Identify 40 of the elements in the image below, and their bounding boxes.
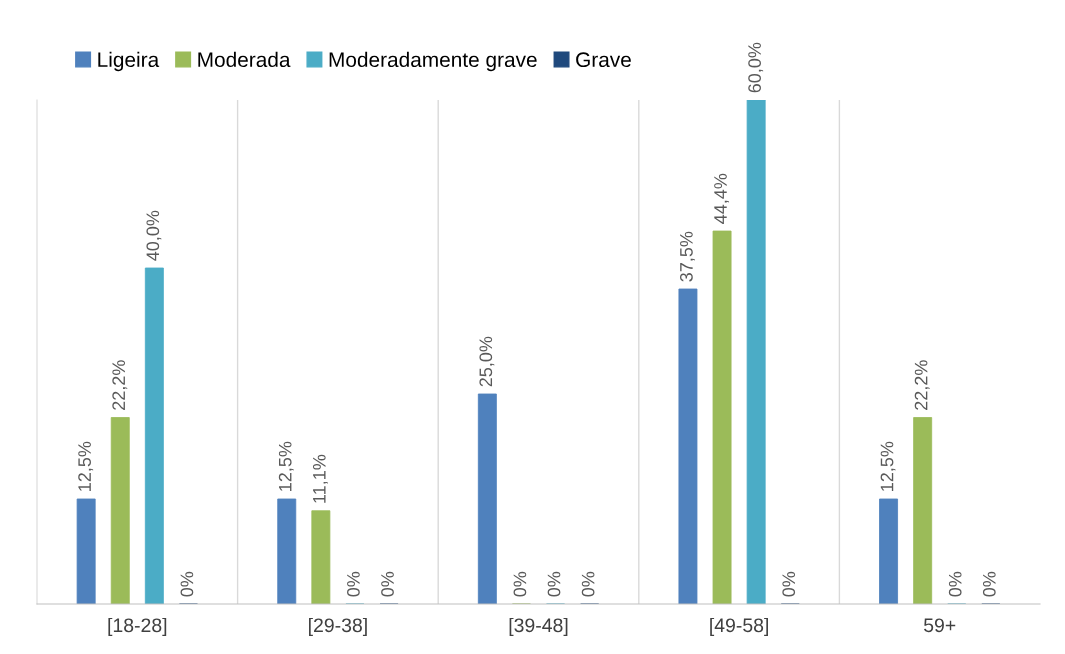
data-label: 0%	[581, 571, 595, 597]
bar	[678, 288, 698, 604]
bar	[110, 417, 130, 604]
legend-label: Grave	[576, 52, 631, 68]
x-tick-label: [18-28]	[108, 617, 167, 637]
data-label: 0%	[381, 571, 394, 597]
data-label: 12,5%	[880, 441, 896, 491]
data-label: 44,4%	[714, 173, 730, 224]
bar	[144, 267, 164, 604]
data-label: 25,0%	[479, 336, 495, 387]
data-label: 60,0%	[748, 42, 764, 93]
bar	[76, 498, 96, 604]
data-label: 22,2%	[112, 360, 128, 410]
data-label: 0%	[513, 571, 527, 597]
data-label: 11,1%	[312, 454, 328, 503]
legend-label: Moderada	[198, 51, 291, 68]
bar	[311, 510, 331, 604]
legend-label: Ligeira	[98, 51, 160, 72]
data-label: 0%	[948, 571, 962, 597]
data-label: 0%	[547, 571, 561, 597]
x-tick-label: [49-58]	[710, 617, 768, 637]
data-label: 37,5%	[680, 231, 695, 282]
bar	[879, 498, 898, 604]
data-label: 40,0%	[146, 210, 162, 261]
legend-label: Moderadamente grave	[329, 51, 537, 72]
data-label: 12,5%	[278, 441, 294, 491]
bar	[913, 417, 933, 604]
data-label: 22,2%	[914, 360, 930, 410]
data-label: 0%	[180, 571, 194, 597]
x-tick-label: [39-48]	[509, 617, 568, 637]
x-tick-label: [29-38]	[309, 617, 367, 637]
bar	[277, 498, 297, 604]
data-label: 0%	[347, 571, 360, 597]
data-label: 0%	[982, 571, 996, 597]
x-tick-label: 59+	[923, 618, 956, 633]
bar	[712, 230, 732, 604]
bar	[477, 393, 497, 604]
data-label: 12,5%	[78, 441, 94, 491]
bar	[746, 100, 766, 604]
data-label: 0%	[782, 571, 796, 597]
